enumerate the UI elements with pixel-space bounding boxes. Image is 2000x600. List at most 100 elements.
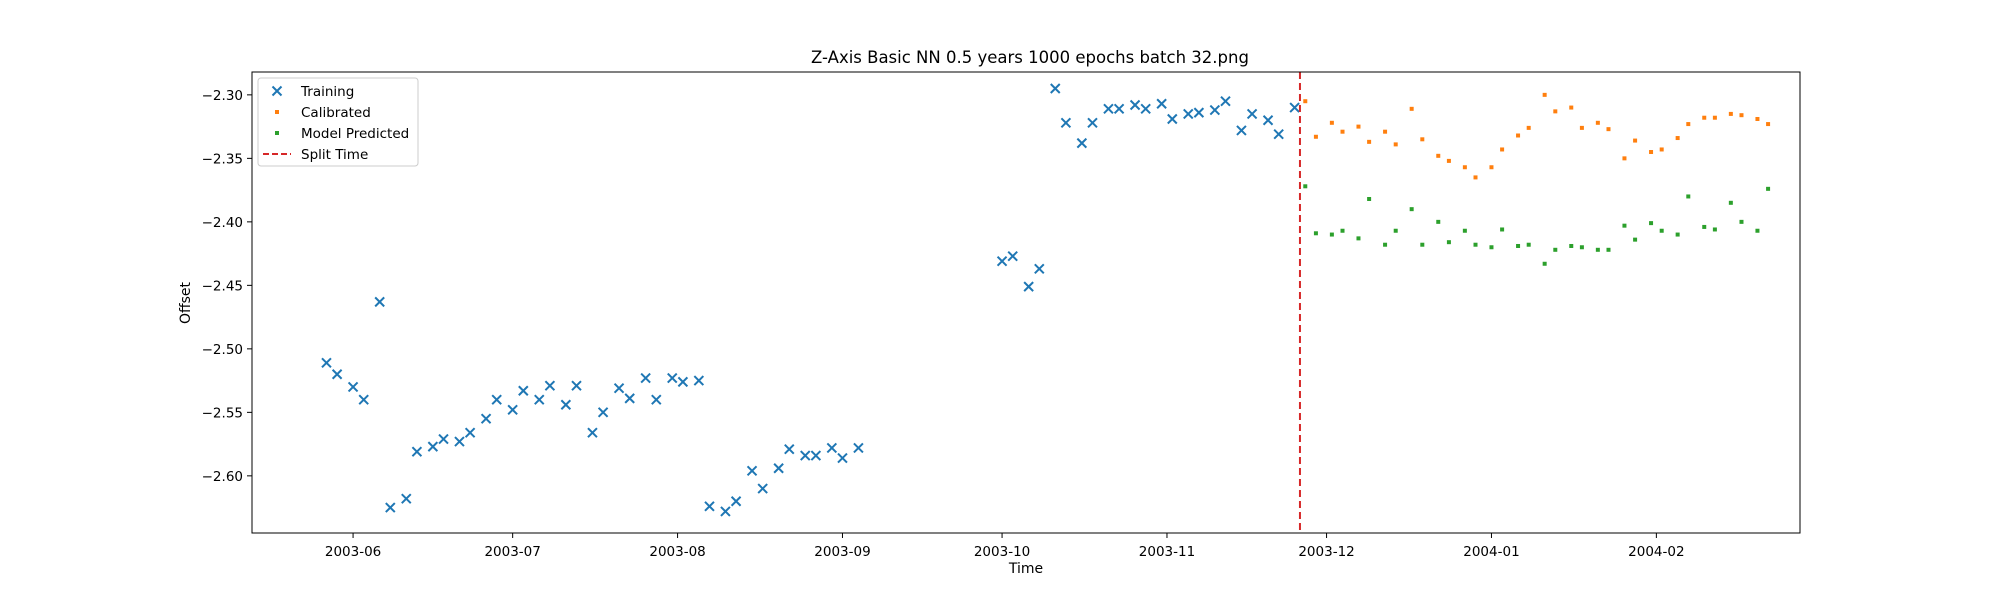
data-point (1702, 224, 1707, 229)
data-point (1060, 117, 1072, 129)
data-point (624, 393, 635, 404)
data-point (1739, 113, 1744, 118)
data-point (1675, 136, 1680, 141)
data-point (1579, 245, 1584, 250)
series-training (321, 83, 1300, 517)
y-tick-label: −2.40 (202, 215, 243, 231)
data-point (1489, 245, 1494, 250)
data-point (730, 496, 742, 507)
data-point (1273, 129, 1284, 140)
data-point (1712, 227, 1717, 232)
data-point (1553, 109, 1558, 114)
data-point (597, 407, 609, 418)
data-point (1659, 147, 1664, 152)
data-point (1220, 96, 1231, 107)
data-point (1702, 115, 1707, 120)
data-point (1409, 207, 1414, 212)
legend-item: Calibrated (275, 105, 371, 121)
y-tick-label: −2.30 (202, 88, 243, 104)
x-tick-label: 2003-10 (974, 544, 1030, 560)
data-point (1167, 113, 1178, 125)
data-point (1622, 156, 1627, 161)
series-calibrated (1303, 92, 1771, 180)
legend-marker (271, 85, 283, 97)
data-point (720, 506, 731, 517)
data-point (1766, 122, 1771, 127)
data-point (1595, 247, 1600, 252)
data-point (1606, 127, 1611, 132)
data-point (1023, 281, 1034, 292)
data-point (1446, 240, 1451, 245)
data-point (1649, 150, 1654, 155)
data-point (1409, 106, 1414, 111)
data-point (1633, 237, 1638, 242)
data-point (571, 380, 582, 391)
data-point (1340, 129, 1345, 134)
plot-area (321, 72, 1771, 533)
data-point (1329, 120, 1334, 125)
data-point (1553, 247, 1558, 252)
data-point (480, 413, 492, 424)
data-point (1034, 263, 1045, 275)
x-tick-label: 2003-08 (649, 544, 705, 560)
legend-marker (275, 110, 279, 114)
data-point (560, 399, 572, 410)
data-point (1686, 122, 1691, 127)
y-tick-label: −2.45 (202, 278, 243, 294)
data-point (1569, 243, 1574, 248)
data-point (1383, 129, 1388, 134)
data-point (587, 427, 598, 438)
y-tick-label: −2.35 (202, 151, 243, 167)
x-tick-label: 2003-06 (325, 544, 381, 560)
data-point (1420, 242, 1425, 247)
data-point (374, 296, 385, 308)
data-point (1686, 194, 1691, 199)
data-point (1516, 243, 1521, 248)
data-point (401, 493, 412, 504)
data-point (1462, 165, 1467, 170)
data-point (677, 376, 689, 388)
data-point (534, 394, 545, 405)
data-point (1393, 228, 1398, 233)
data-point (1606, 247, 1611, 252)
data-point (1313, 134, 1318, 139)
data-point (1103, 103, 1114, 115)
data-point (1356, 124, 1361, 129)
data-point (1140, 103, 1151, 115)
data-point (1542, 261, 1547, 266)
data-point (1489, 165, 1494, 170)
y-tick-label: −2.55 (202, 405, 243, 421)
data-point (1622, 223, 1627, 228)
data-point (693, 375, 705, 386)
x-tick-label: 2003-07 (484, 544, 540, 560)
data-point (1542, 92, 1547, 97)
data-point (810, 450, 822, 461)
data-point (1712, 115, 1717, 120)
data-point (1755, 228, 1760, 233)
data-point (1500, 147, 1505, 152)
data-point (1367, 139, 1372, 144)
data-point (1436, 153, 1441, 158)
legend-item: Training (271, 84, 354, 100)
data-point (667, 372, 678, 384)
data-point (1262, 115, 1274, 126)
data-point (518, 385, 529, 396)
data-point (1675, 232, 1680, 237)
data-point (331, 369, 343, 380)
series-model-predicted (1303, 184, 1771, 266)
data-point (1209, 104, 1221, 116)
data-point (1193, 107, 1205, 118)
legend-label: Model Predicted (301, 126, 409, 142)
data-point (1728, 200, 1733, 205)
data-point (464, 427, 476, 438)
x-tick-label: 2003-11 (1139, 544, 1195, 560)
data-point (1633, 138, 1638, 143)
data-point (1473, 175, 1478, 180)
legend-marker (275, 131, 279, 135)
data-point (704, 501, 715, 512)
data-point (491, 394, 502, 405)
data-point (1246, 108, 1258, 120)
legend-item: Model Predicted (275, 126, 409, 142)
data-point (1516, 133, 1521, 138)
